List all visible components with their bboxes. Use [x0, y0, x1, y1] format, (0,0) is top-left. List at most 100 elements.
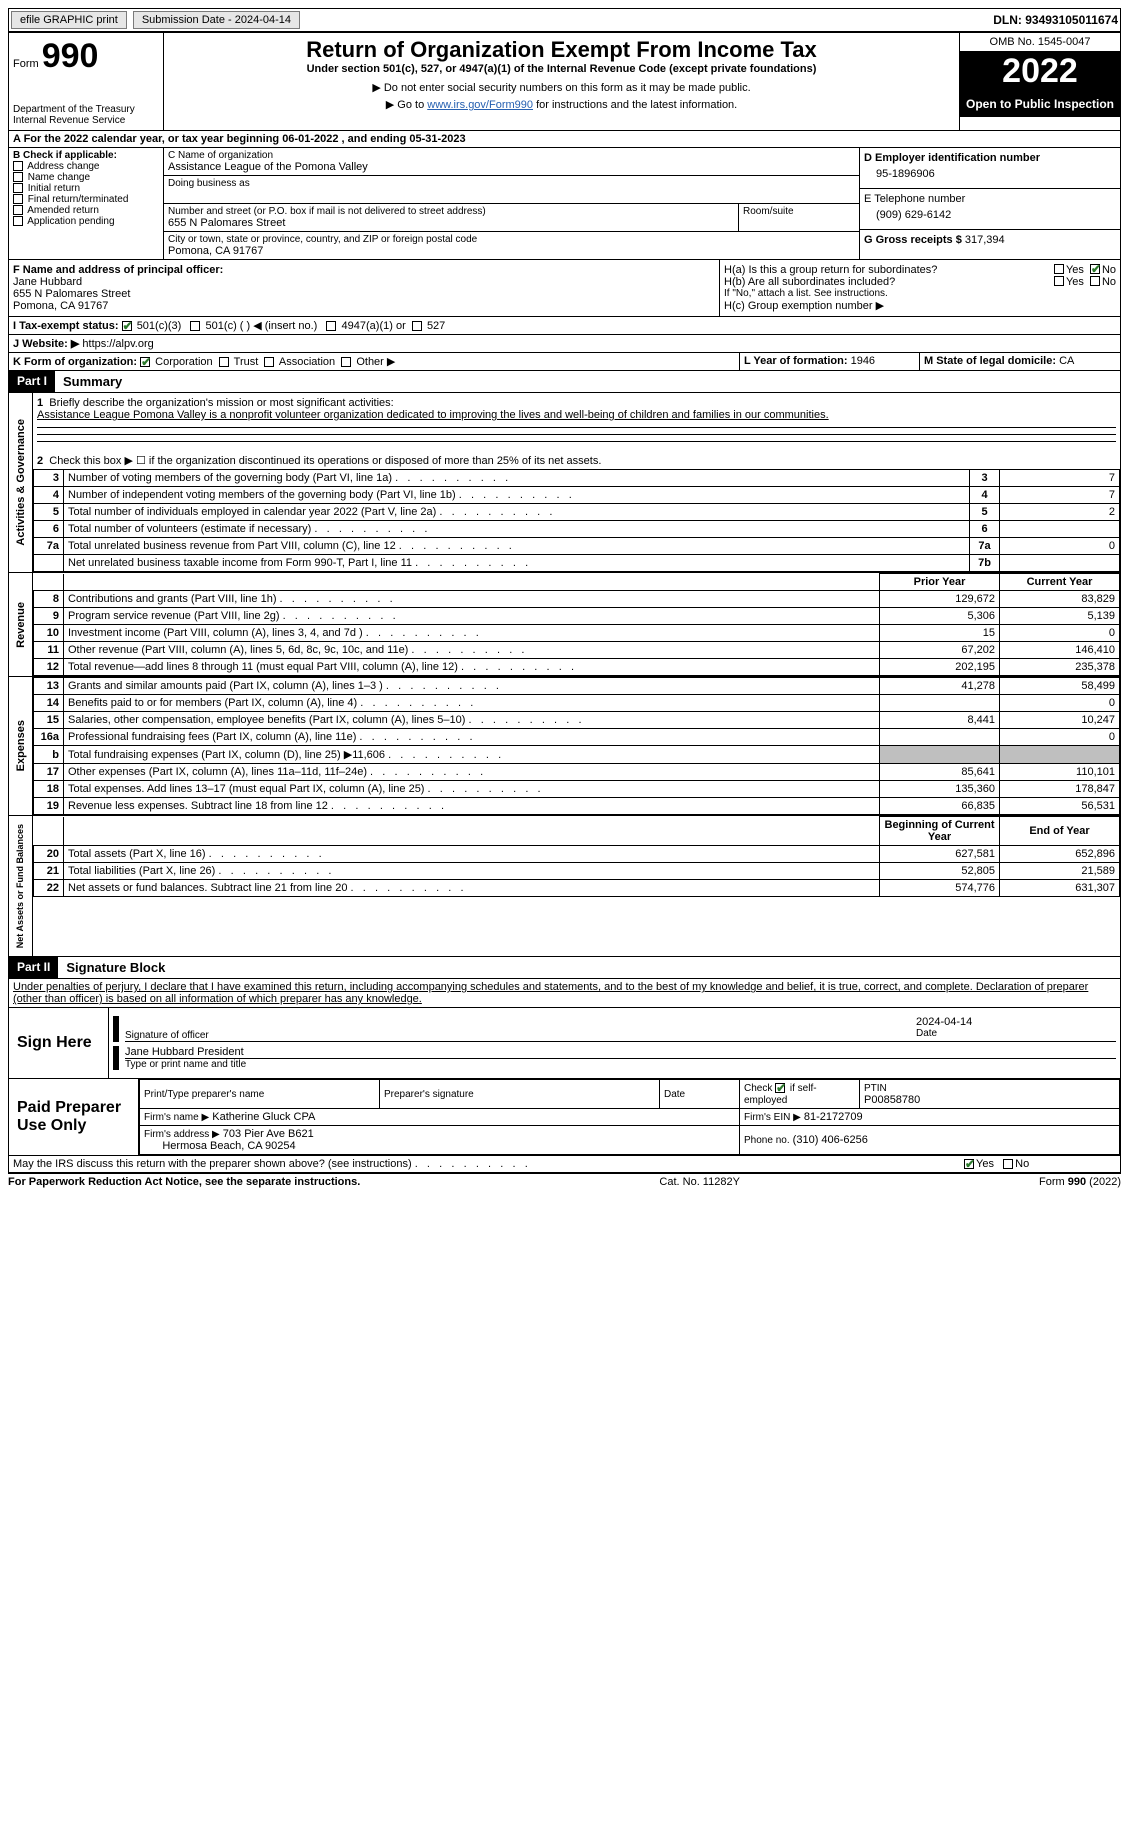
footer-right: Form 990 (2022) — [1039, 1176, 1121, 1188]
ptin-value: P00858780 — [864, 1094, 920, 1106]
netassets-table: Beginning of Current YearEnd of Year20To… — [33, 816, 1120, 897]
b-item: Final return/terminated — [13, 194, 159, 205]
discuss-no-checkbox[interactable] — [1003, 1159, 1013, 1169]
dln: DLN: 93493105011674 — [993, 13, 1118, 27]
subtitle-1: Under section 501(c), 527, or 4947(a)(1)… — [168, 63, 955, 75]
side-expenses: Expenses — [13, 714, 29, 777]
f-label: F Name and address of principal officer: — [13, 264, 715, 276]
l2-text: Check this box ▶ ☐ if the organization d… — [49, 455, 601, 467]
b-checkbox[interactable] — [13, 194, 23, 204]
firm-name: Katherine Gluck CPA — [212, 1111, 315, 1123]
b-item: Application pending — [13, 216, 159, 227]
501c-checkbox[interactable] — [190, 321, 200, 331]
f-h-block: F Name and address of principal officer:… — [8, 260, 1121, 317]
officer-name: Jane Hubbard — [13, 276, 715, 288]
ha-yes-checkbox[interactable] — [1054, 264, 1064, 274]
gross-receipts: 317,394 — [965, 234, 1005, 246]
section-b-label: B Check if applicable: — [13, 150, 159, 161]
b-checkbox[interactable] — [13, 216, 23, 226]
main-info-block: B Check if applicable: Address change Na… — [8, 148, 1121, 260]
section-k: K Form of organization: Corporation Trus… — [9, 353, 740, 370]
b-item: Address change — [13, 161, 159, 172]
street-label: Number and street (or P.O. box if mail i… — [168, 206, 734, 217]
b-checkbox[interactable] — [13, 183, 23, 193]
section-l: L Year of formation: 1946 — [740, 353, 920, 370]
discuss-yes-checkbox[interactable] — [964, 1159, 974, 1169]
b-item: Initial return — [13, 183, 159, 194]
footer-left: For Paperwork Reduction Act Notice, see … — [8, 1176, 360, 1188]
b-checkbox[interactable] — [13, 205, 23, 215]
firm-phone: (310) 406-6256 — [793, 1134, 868, 1146]
phone-value: (909) 629-6142 — [864, 205, 1116, 225]
governance-table: 3Number of voting members of the governi… — [33, 469, 1120, 572]
city-value: Pomona, CA 91767 — [168, 245, 855, 257]
firm-ein: 81-2172709 — [804, 1111, 863, 1123]
officer-addr2: Pomona, CA 91767 — [13, 300, 715, 312]
firm-addr2: Hermosa Beach, CA 90254 — [162, 1140, 295, 1152]
other-checkbox[interactable] — [341, 357, 351, 367]
form-title: Return of Organization Exempt From Incom… — [168, 37, 955, 63]
b-checkbox[interactable] — [13, 172, 23, 182]
form990-link[interactable]: www.irs.gov/Form990 — [427, 99, 533, 111]
firm-addr1: 703 Pier Ave B621 — [223, 1128, 314, 1140]
corp-checkbox[interactable] — [140, 357, 150, 367]
part-2-title: Signature Block — [58, 957, 173, 978]
line-a: A For the 2022 calendar year, or tax yea… — [9, 131, 470, 147]
city-label: City or town, state or province, country… — [168, 234, 855, 245]
assoc-checkbox[interactable] — [264, 357, 274, 367]
website-value: https://alpv.org — [82, 338, 153, 350]
sign-here-label: Sign Here — [9, 1008, 109, 1078]
org-name: Assistance League of the Pomona Valley — [168, 161, 855, 173]
g-label: G Gross receipts $ — [864, 234, 962, 246]
trust-checkbox[interactable] — [219, 357, 229, 367]
4947-checkbox[interactable] — [326, 321, 336, 331]
ein-value: 95-1896906 — [864, 164, 1116, 184]
efile-button[interactable]: efile GRAPHIC print — [11, 11, 127, 29]
b-item: Amended return — [13, 205, 159, 216]
side-netassets: Net Assets or Fund Balances — [13, 818, 27, 954]
section-j: J Website: ▶ https://alpv.org — [9, 335, 1120, 352]
dba-label: Doing business as — [168, 178, 855, 189]
expenses-table: 13Grants and similar amounts paid (Part … — [33, 677, 1120, 815]
subtitle-3: ▶ Go to www.irs.gov/Form990 for instruct… — [168, 98, 955, 111]
top-toolbar: efile GRAPHIC print Submission Date - 20… — [8, 8, 1121, 32]
sign-here-block: Sign Here Signature of officer 2024-04-1… — [8, 1008, 1121, 1079]
hb-no-checkbox[interactable] — [1090, 276, 1100, 286]
paid-preparer-block: Paid Preparer Use Only Print/Type prepar… — [8, 1079, 1121, 1156]
sig-date: 2024-04-14 — [916, 1016, 1116, 1028]
part-1-title: Summary — [55, 371, 130, 392]
part-2-header: Part II — [9, 957, 58, 978]
d-label: D Employer identification number — [864, 152, 1116, 164]
side-revenue: Revenue — [13, 596, 29, 654]
side-actgov: Activities & Governance — [13, 413, 29, 552]
hb-note: If "No," attach a list. See instructions… — [724, 288, 1116, 299]
l1-label: Briefly describe the organization's miss… — [49, 397, 393, 409]
b-item: Name change — [13, 172, 159, 183]
sig-officer-label: Signature of officer — [125, 1030, 916, 1041]
penalties-text: Under penalties of perjury, I declare th… — [9, 979, 1120, 1007]
discuss-question: May the IRS discuss this return with the… — [9, 1156, 960, 1172]
501c3-checkbox[interactable] — [122, 321, 132, 331]
hc-label: H(c) Group exemption number ▶ — [724, 299, 1116, 312]
b-checkbox[interactable] — [13, 161, 23, 171]
subtitle-2: ▶ Do not enter social security numbers o… — [168, 81, 955, 94]
footer-mid: Cat. No. 11282Y — [659, 1176, 740, 1188]
hb-yes-checkbox[interactable] — [1054, 276, 1064, 286]
form-word: Form — [13, 58, 39, 70]
submission-button[interactable]: Submission Date - 2024-04-14 — [133, 11, 300, 29]
ha-label: H(a) Is this a group return for subordin… — [724, 264, 1054, 276]
e-label: E Telephone number — [864, 193, 1116, 205]
page-footer: For Paperwork Reduction Act Notice, see … — [8, 1173, 1121, 1188]
open-inspection: Open to Public Inspection — [960, 91, 1120, 117]
irs-label: Internal Revenue Service — [13, 115, 159, 126]
form-number: 990 — [42, 37, 99, 75]
section-m: M State of legal domicile: CA — [920, 353, 1120, 370]
self-employed-checkbox[interactable] — [775, 1083, 785, 1093]
officer-printed-name: Jane Hubbard President — [125, 1046, 1116, 1059]
part-1-header: Part I — [9, 371, 55, 392]
ha-no-checkbox[interactable] — [1090, 264, 1100, 274]
hb-label: H(b) Are all subordinates included? — [724, 276, 1054, 288]
mission-text: Assistance League Pomona Valley is a non… — [37, 409, 829, 421]
527-checkbox[interactable] — [412, 321, 422, 331]
dept-treasury: Department of the Treasury — [13, 104, 159, 115]
